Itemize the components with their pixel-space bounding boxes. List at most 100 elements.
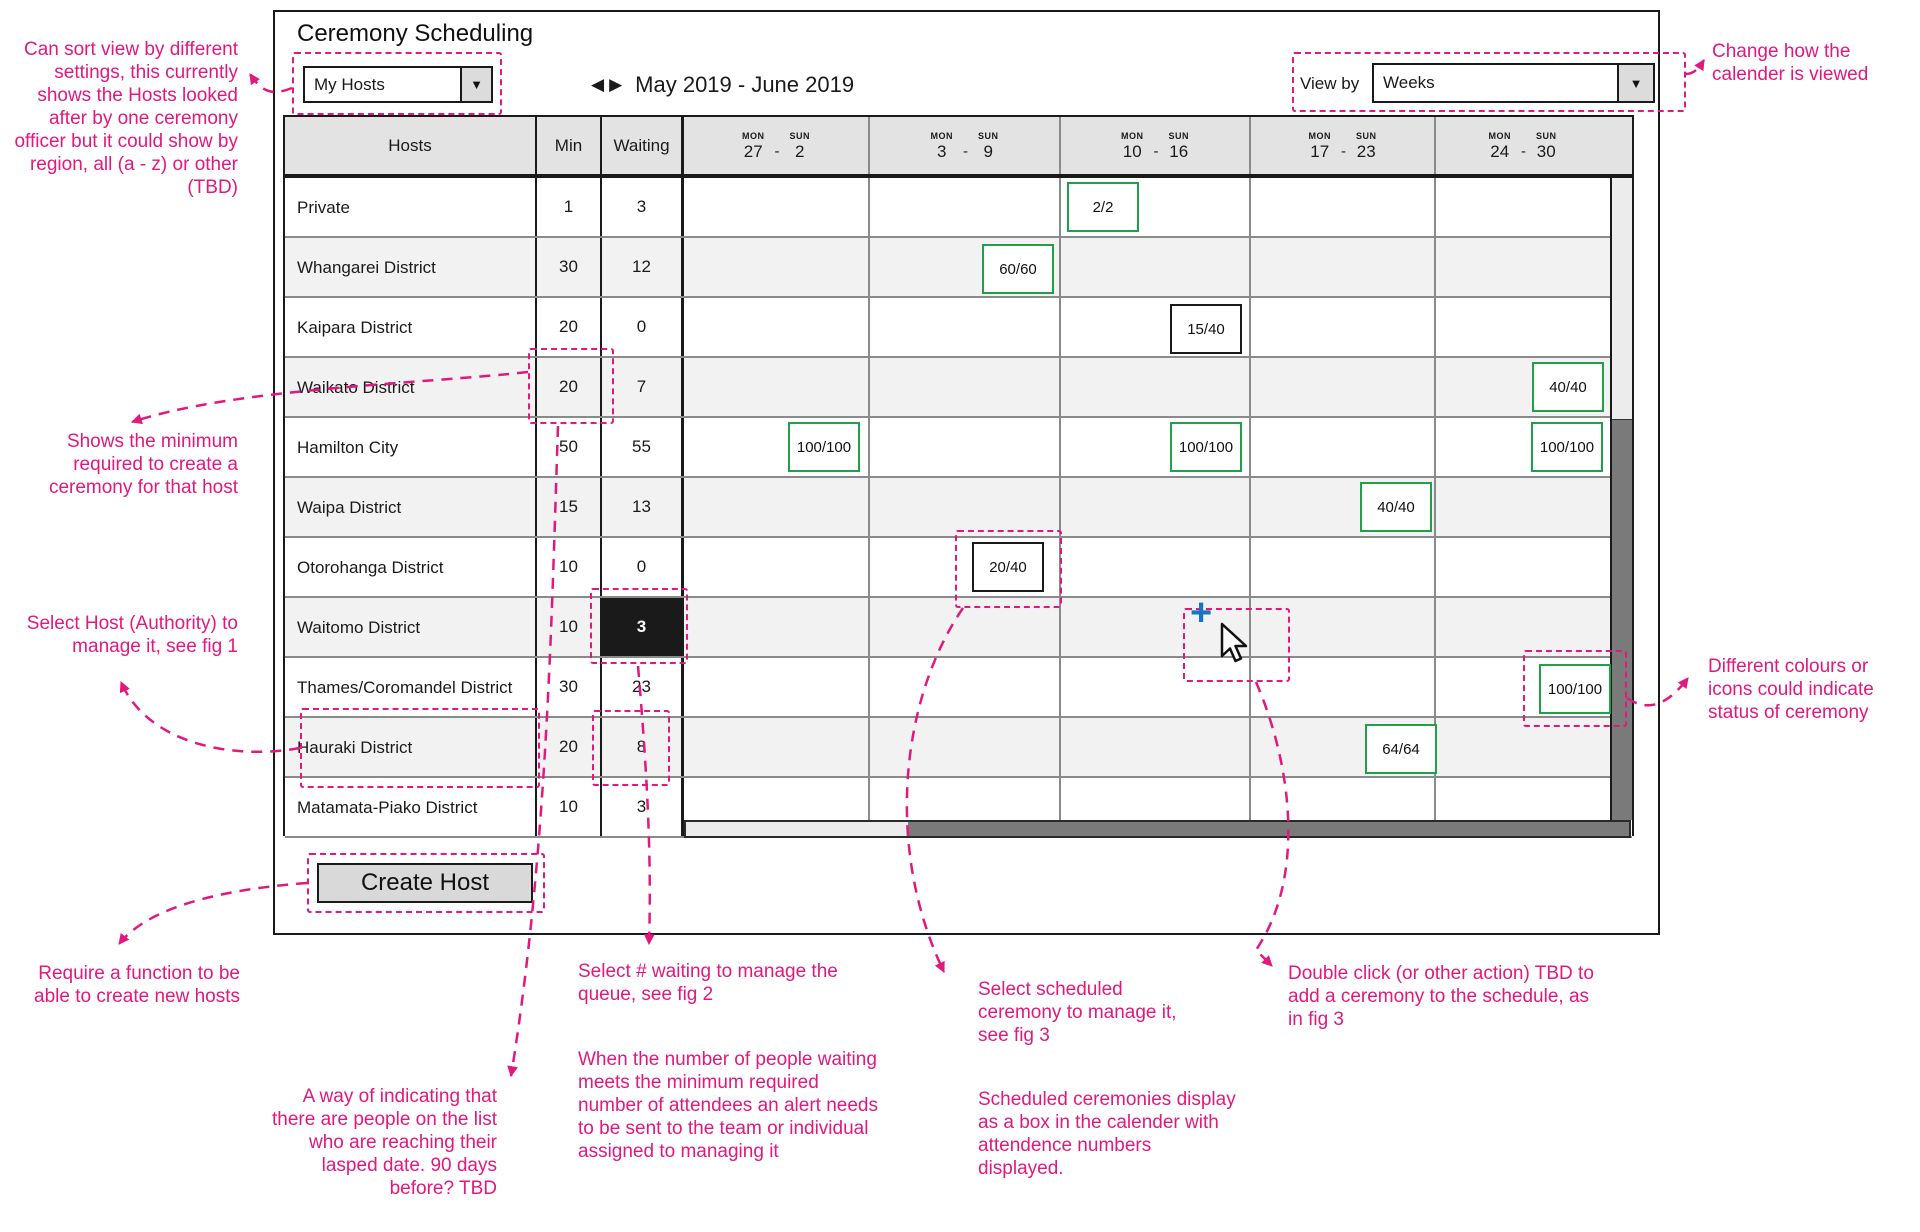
- week-cell[interactable]: [1061, 538, 1251, 596]
- week-cell[interactable]: [870, 718, 1061, 776]
- week-cell[interactable]: [870, 238, 1061, 296]
- week-cell[interactable]: [684, 298, 870, 356]
- week-cell[interactable]: [1061, 658, 1251, 716]
- week-cell[interactable]: [870, 478, 1061, 536]
- week-cell[interactable]: [684, 358, 870, 416]
- ceremony-box[interactable]: 100/100: [1170, 422, 1242, 472]
- ceremony-box[interactable]: 100/100: [788, 422, 860, 472]
- host-cell[interactable]: Waikato District: [285, 358, 537, 416]
- chevron-down-icon[interactable]: ▼: [460, 68, 491, 101]
- week-cell[interactable]: [1251, 598, 1436, 656]
- col-header-week-2: MON 3- SUN 9: [870, 117, 1061, 174]
- host-cell[interactable]: Waitomo District: [285, 598, 537, 656]
- waiting-cell[interactable]: 0: [602, 538, 684, 596]
- week-cell[interactable]: [684, 538, 870, 596]
- week-cell[interactable]: [684, 478, 870, 536]
- ceremony-box[interactable]: 15/40: [1170, 304, 1242, 354]
- ceremony-box[interactable]: 60/60: [982, 244, 1054, 294]
- view-by-label: View by: [1300, 74, 1360, 93]
- ceremony-box[interactable]: 40/40: [1532, 362, 1604, 412]
- week-cell[interactable]: [1436, 238, 1609, 296]
- week-cell[interactable]: [1436, 598, 1609, 656]
- week-cell[interactable]: [1061, 178, 1251, 236]
- week-cell[interactable]: [1436, 478, 1609, 536]
- host-cell[interactable]: Whangarei District: [285, 238, 537, 296]
- week-cell[interactable]: [1251, 658, 1436, 716]
- annotation-select-ceremony: Select scheduled ceremony to manage it, …: [978, 979, 1177, 1046]
- create-host-button[interactable]: Create Host: [317, 863, 533, 903]
- table-row: Whangarei District 30 12: [285, 238, 1632, 298]
- week-cell[interactable]: [1061, 358, 1251, 416]
- week-cell[interactable]: [1061, 238, 1251, 296]
- waiting-cell-alert[interactable]: 3: [602, 598, 684, 656]
- next-range-button[interactable]: ▶: [609, 75, 623, 94]
- host-cell[interactable]: Private: [285, 178, 537, 236]
- prev-range-button[interactable]: ◀: [591, 75, 605, 94]
- ceremony-box[interactable]: 100/100: [1539, 664, 1611, 714]
- horizontal-scrollbar[interactable]: [684, 820, 1631, 838]
- host-cell[interactable]: Otorohanga District: [285, 538, 537, 596]
- week-cell[interactable]: [684, 178, 870, 236]
- waiting-cell[interactable]: 13: [602, 478, 684, 536]
- week-cell[interactable]: [1251, 418, 1436, 476]
- week-cell[interactable]: [1061, 418, 1251, 476]
- week-cell[interactable]: [1061, 478, 1251, 536]
- week-cell[interactable]: [684, 238, 870, 296]
- week-cell[interactable]: [684, 658, 870, 716]
- week-cell[interactable]: [1061, 778, 1251, 836]
- week-cell[interactable]: [1436, 178, 1609, 236]
- waiting-cell[interactable]: 7: [602, 358, 684, 416]
- week-cell[interactable]: [1251, 178, 1436, 236]
- week-cell[interactable]: [870, 418, 1061, 476]
- week-cell[interactable]: [870, 598, 1061, 656]
- week-cell[interactable]: [1061, 598, 1251, 656]
- week-cell[interactable]: [870, 358, 1061, 416]
- ceremony-box[interactable]: 20/40: [972, 542, 1044, 592]
- week-cell[interactable]: [1061, 298, 1251, 356]
- waiting-cell[interactable]: 0: [602, 298, 684, 356]
- host-filter-dropdown[interactable]: My Hosts ▼: [303, 66, 493, 103]
- week-cell[interactable]: [1251, 778, 1436, 836]
- week-cell[interactable]: [684, 598, 870, 656]
- week-cell[interactable]: [870, 658, 1061, 716]
- min-cell: 20: [537, 298, 602, 356]
- week-cell[interactable]: [684, 418, 870, 476]
- week-cell[interactable]: [1061, 718, 1251, 776]
- waiting-cell[interactable]: 23: [602, 658, 684, 716]
- col-header-week-1: MON 27- SUN 2: [684, 117, 870, 174]
- week-cell[interactable]: [1436, 298, 1609, 356]
- horizontal-scrollbar-thumb[interactable]: [908, 822, 1629, 836]
- header-scrollbar-corner: [1609, 117, 1631, 174]
- annotation-min-required: Shows the minimum required to create a c…: [48, 431, 238, 498]
- week-cell[interactable]: [684, 778, 870, 836]
- host-cell[interactable]: Waipa District: [285, 478, 537, 536]
- host-filter-value: My Hosts: [314, 74, 385, 94]
- vertical-scrollbar-thumb[interactable]: [1612, 419, 1632, 820]
- week-cell[interactable]: [870, 178, 1061, 236]
- week-cell[interactable]: [684, 718, 870, 776]
- host-cell[interactable]: Hamilton City: [285, 418, 537, 476]
- week-cell[interactable]: [1251, 538, 1436, 596]
- chevron-down-icon[interactable]: ▼: [1617, 65, 1653, 101]
- week-cell[interactable]: [870, 298, 1061, 356]
- waiting-cell[interactable]: 12: [602, 238, 684, 296]
- host-cell[interactable]: Kaipara District: [285, 298, 537, 356]
- waiting-cell[interactable]: 3: [602, 778, 684, 836]
- week-cell[interactable]: [1251, 478, 1436, 536]
- week-cell[interactable]: [1251, 238, 1436, 296]
- add-ceremony-plus-icon[interactable]: +: [1190, 592, 1213, 634]
- ceremony-box[interactable]: 100/100: [1531, 422, 1603, 472]
- week-cell[interactable]: [1251, 358, 1436, 416]
- week-cell[interactable]: [1251, 298, 1436, 356]
- week-cell[interactable]: [1436, 538, 1609, 596]
- waiting-cell[interactable]: 3: [602, 178, 684, 236]
- ceremony-box[interactable]: 2/2: [1067, 182, 1139, 232]
- ceremony-box[interactable]: 40/40: [1360, 482, 1432, 532]
- col-header-week-3: MON 10- SUN 16: [1061, 117, 1251, 174]
- view-by-dropdown[interactable]: Weeks ▼: [1372, 63, 1655, 103]
- ceremony-box[interactable]: 64/64: [1365, 724, 1437, 774]
- annotation-highlight-ceremony-box: [955, 530, 1062, 608]
- week-cell[interactable]: [870, 778, 1061, 836]
- waiting-cell[interactable]: 55: [602, 418, 684, 476]
- col-header-week-4: MON 17- SUN 23: [1251, 117, 1436, 174]
